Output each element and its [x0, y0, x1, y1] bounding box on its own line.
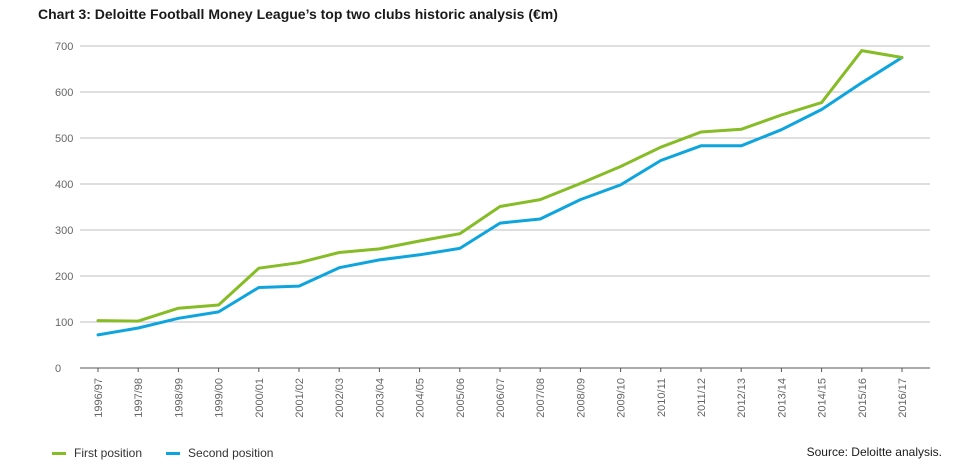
legend-label-first-position: First position — [74, 446, 142, 460]
x-tick-label-9: 2005/06 — [455, 378, 467, 418]
x-tick-label-12: 2008/09 — [575, 378, 587, 418]
legend-item-first-position: First position — [52, 446, 142, 460]
y-tick-label-500: 500 — [55, 133, 73, 145]
y-tick-label-700: 700 — [55, 41, 73, 53]
x-tick-label-8: 2004/05 — [415, 378, 427, 418]
x-tick-label-16: 2012/13 — [736, 378, 748, 418]
legend-swatch-second-position — [166, 452, 180, 455]
x-tick-label-3: 1999/00 — [214, 378, 226, 418]
x-tick-label-11: 2007/08 — [535, 378, 547, 418]
legend-swatch-first-position — [52, 452, 66, 455]
x-tick-label-2: 1998/99 — [173, 378, 185, 418]
chart-legend: First position Second position — [52, 446, 297, 460]
x-tick-label-17: 2013/14 — [776, 378, 788, 418]
series-line-first-position — [98, 51, 902, 322]
x-tick-label-14: 2010/11 — [656, 378, 668, 417]
x-tick-label-6: 2002/03 — [334, 378, 346, 418]
x-tick-label-4: 2000/01 — [254, 378, 266, 418]
y-tick-label-0: 0 — [55, 363, 61, 375]
legend-item-second-position: Second position — [166, 446, 273, 460]
x-tick-label-19: 2015/16 — [857, 378, 869, 418]
source-note: Source: Deloitte analysis. — [807, 445, 942, 459]
legend-label-second-position: Second position — [188, 446, 273, 460]
y-tick-label-400: 400 — [55, 179, 73, 191]
x-tick-label-0: 1996/97 — [93, 378, 105, 418]
y-tick-label-100: 100 — [55, 317, 73, 329]
y-tick-label-200: 200 — [55, 271, 73, 283]
x-tick-label-1: 1997/98 — [133, 378, 145, 418]
y-tick-label-600: 600 — [55, 87, 73, 99]
x-tick-label-10: 2006/07 — [495, 378, 507, 418]
line-chart: 0 100 200 300 400 500 600 700 1996/97 1997/98 1998… — [0, 0, 980, 468]
x-tick-label-20: 2016/17 — [897, 378, 909, 418]
x-tick-label-7: 2003/04 — [374, 378, 386, 418]
x-tick-label-18: 2014/15 — [817, 378, 829, 418]
x-tick-label-5: 2001/02 — [294, 378, 306, 418]
y-tick-label-300: 300 — [55, 225, 73, 237]
x-tick-label-13: 2009/10 — [616, 378, 628, 418]
x-tick-label-15: 2011/12 — [696, 378, 708, 417]
series-line-second-position — [98, 58, 902, 335]
